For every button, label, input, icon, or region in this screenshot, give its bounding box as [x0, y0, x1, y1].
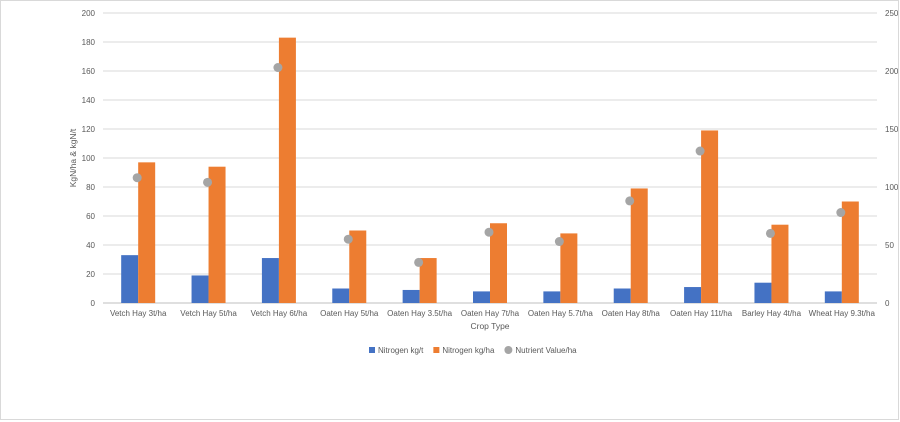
bar-nitrogen-kg-t [261, 258, 279, 303]
y2-tick-label: 250 [885, 9, 899, 18]
y2-tick-label: 100 [885, 183, 899, 192]
axes: 0 20 40 60 80 100 120 140 160 180 200 0 50 100 150 200 2… [82, 9, 899, 318]
y-tick-label: 180 [82, 38, 96, 47]
y-tick-label: 20 [86, 270, 95, 279]
marker-nutrient-value-ha [203, 177, 213, 187]
x-tick-label: Oaten Hay 3.5t/ha [387, 309, 452, 318]
bars [121, 37, 859, 304]
x-tick-label: Vetch Hay 6t/ha [251, 309, 308, 318]
markers [132, 63, 846, 267]
bar-nitrogen-kg-t [191, 275, 209, 303]
bar-nitrogen-kg-t [332, 288, 350, 303]
legend-swatch [433, 347, 440, 353]
y-tick-label: 100 [82, 154, 96, 163]
x-tick-label: Oaten Hay 11t/ha [670, 309, 733, 318]
bar-nitrogen-kg-ha [349, 230, 367, 303]
x-tick-label: Oaten Hay 8t/ha [602, 309, 661, 318]
marker-nutrient-value-ha [414, 257, 424, 267]
legend-label: Nitrogen kg/t [378, 346, 424, 355]
bar-nitrogen-kg-ha [208, 166, 226, 303]
y-tick-label: 140 [82, 96, 96, 105]
y-tick-label: 80 [86, 183, 95, 192]
y-axis-title: KgN/ha & kgN/t [68, 128, 78, 187]
marker-nutrient-value-ha [484, 227, 494, 237]
marker-nutrient-value-ha [695, 146, 705, 156]
marker-nutrient-value-ha [132, 173, 142, 183]
bar-nitrogen-kg-ha [630, 188, 648, 303]
bar-nitrogen-kg-t [613, 288, 631, 303]
legend-swatch [369, 347, 375, 353]
y-tick-label: 200 [82, 9, 96, 18]
gridlines [103, 12, 877, 304]
bar-nitrogen-kg-ha [490, 223, 507, 303]
bar-nitrogen-kg-t [121, 255, 139, 303]
marker-nutrient-value-ha [343, 234, 353, 244]
y2-tick-label: 150 [885, 125, 899, 134]
bar-nitrogen-kg-t [754, 282, 772, 303]
bar-nitrogen-kg-t [684, 287, 702, 303]
marker-nutrient-value-ha [273, 63, 283, 73]
y-tick-label: 60 [86, 212, 95, 221]
bar-nitrogen-kg-ha [841, 201, 859, 303]
legend-label: Nitrogen kg/ha [442, 346, 495, 355]
bar-nitrogen-kg-t [473, 291, 490, 303]
y2-tick-label: 50 [885, 241, 894, 250]
y-tick-label: 160 [82, 67, 96, 76]
bar-nitrogen-kg-ha [138, 162, 156, 303]
x-tick-label: Vetch Hay 3t/ha [110, 309, 167, 318]
marker-nutrient-value-ha [554, 237, 564, 247]
legend: Nitrogen kg/t Nitrogen kg/ha Nutrient Valu… [369, 346, 577, 355]
x-tick-label: Vetch Hay 5t/ha [180, 309, 237, 318]
y-tick-label: 40 [86, 241, 95, 250]
x-tick-label: Barley Hay 4t/ha [742, 309, 802, 318]
bar-nitrogen-kg-ha [701, 130, 719, 303]
x-axis-title: Crop Type [470, 321, 509, 331]
bar-nitrogen-kg-t [543, 291, 561, 303]
x-tick-label: Oaten Hay 5.7t/ha [528, 309, 593, 318]
legend-marker [504, 346, 513, 354]
bar-nitrogen-kg-t [824, 291, 842, 303]
x-tick-label: Oaten Hay 5t/ha [320, 309, 379, 318]
marker-nutrient-value-ha [765, 228, 775, 238]
bar-nitrogen-kg-ha [278, 37, 296, 304]
marker-nutrient-value-ha [625, 196, 635, 206]
x-tick-label: Wheat Hay 9.3t/ha [809, 309, 876, 318]
x-tick-label: Oaten Hay 7t/ha [461, 309, 520, 318]
legend-label: Nutrient Value/ha [515, 346, 577, 355]
bar-nitrogen-kg-ha [771, 224, 789, 303]
y-tick-label: 120 [82, 125, 96, 134]
marker-nutrient-value-ha [836, 208, 846, 218]
y2-tick-label: 200 [885, 67, 899, 76]
y2-tick-label: 0 [885, 299, 890, 308]
bar-nitrogen-kg-ha [560, 233, 578, 303]
bar-nitrogen-kg-t [402, 289, 420, 303]
y-tick-label: 0 [91, 299, 96, 308]
bar-nitrogen-kg-ha [419, 258, 437, 303]
